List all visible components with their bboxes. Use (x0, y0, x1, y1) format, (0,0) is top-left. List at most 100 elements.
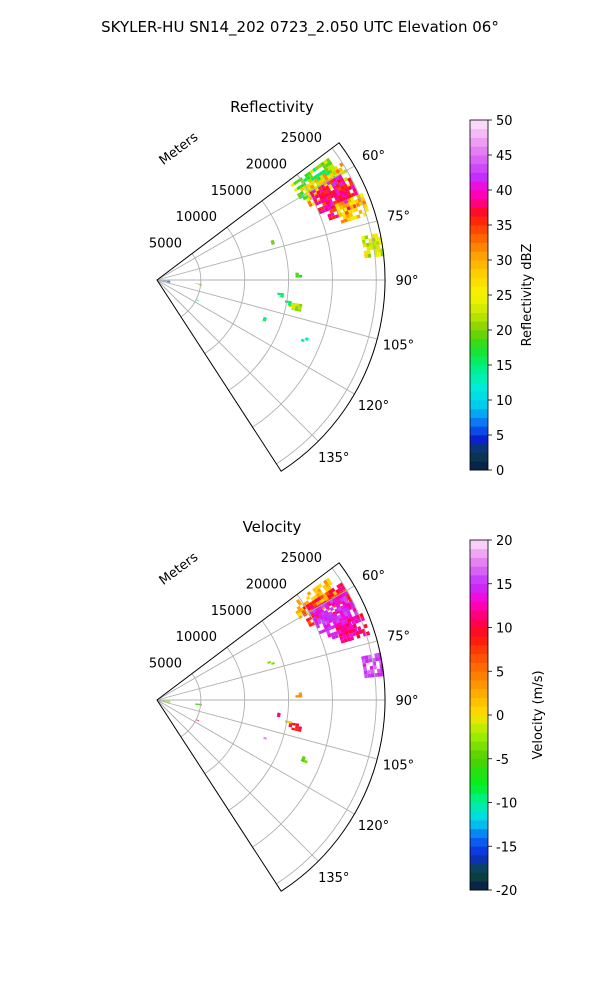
colorbar-tick-label: 50 (496, 114, 513, 129)
echo-cell (304, 337, 309, 341)
echo-cell (166, 281, 171, 283)
echo-cell (327, 580, 333, 586)
echo-cell (344, 598, 349, 604)
echo-cell (305, 197, 311, 202)
echo-cell (338, 609, 344, 615)
colorbar-segment (470, 225, 488, 235)
colorbar-segment (470, 776, 488, 786)
azimuth-tick-label: 75° (387, 629, 410, 644)
echo-cell (375, 237, 379, 242)
echo-cell (280, 295, 284, 298)
echo-cell (328, 611, 333, 616)
echo-cell (336, 598, 342, 604)
azimuth-spoke-105 (156, 279, 378, 340)
echo-cell (376, 244, 381, 250)
echo-cell (361, 659, 366, 664)
colorbar-segment (470, 216, 488, 226)
echo-cell (348, 201, 353, 207)
echo-cell (329, 592, 335, 598)
echo-cell (303, 759, 308, 764)
colorbar-tick-label: 0 (496, 709, 504, 724)
colorbar-segment (470, 645, 488, 655)
echo-cell (364, 674, 368, 679)
echo-cell (355, 630, 360, 636)
echo-cell (304, 600, 310, 605)
echo-cluster-11 (196, 719, 200, 722)
echo-cell (336, 178, 342, 184)
range-ring-10000 (204, 646, 246, 774)
echo-cell (323, 159, 328, 165)
echo-cell (340, 200, 346, 206)
echo-cell (348, 613, 353, 619)
echo-cell (331, 189, 336, 195)
echo-cell (318, 171, 324, 176)
echo-cell (319, 174, 324, 180)
echo-cell (343, 183, 348, 189)
echo-cell (309, 604, 315, 609)
echo-cell (296, 605, 301, 611)
echo-cell (325, 591, 330, 596)
echo-cell (363, 203, 368, 209)
echo-cell (288, 720, 292, 724)
echo-cell (367, 654, 372, 659)
range-ring-15000 (228, 200, 289, 391)
echo-cluster-13 (277, 292, 284, 298)
velocity-colorbar: -20 -15 -10 -5 0 5 10 15 20 (469, 534, 517, 899)
echo-cell (317, 620, 322, 625)
echo-cell (303, 177, 308, 183)
echo-cell (317, 193, 323, 198)
echo-cell (343, 638, 348, 643)
echo-cell (163, 700, 167, 702)
echo-cell (351, 200, 356, 205)
colorbar-segment (470, 198, 488, 208)
echo-cell (304, 173, 309, 178)
sector-outline (156, 142, 386, 472)
echo-cell (298, 303, 303, 307)
range-tick-label: 15000 (211, 604, 252, 619)
echo-cell (346, 610, 351, 615)
colorbar-segment (470, 155, 488, 165)
echo-cell (354, 199, 359, 204)
echo-cell (343, 191, 348, 197)
colorbar-tick-label: 10 (496, 622, 513, 637)
echo-cell (376, 248, 381, 253)
echo-cluster-9 (288, 722, 302, 732)
echo-cell (335, 168, 341, 174)
echo-cell (297, 308, 302, 312)
echo-cell (307, 200, 312, 205)
echo-cell (337, 606, 342, 612)
echo-cell (308, 173, 314, 179)
echo-cell (295, 610, 300, 615)
echo-cell (320, 206, 325, 211)
azimuth-spoke-135 (156, 699, 319, 862)
echo-cell (330, 167, 336, 173)
echo-cell (299, 187, 305, 192)
echo-cell (322, 614, 327, 619)
echo-cell (334, 214, 339, 219)
echo-cell (375, 240, 380, 246)
echo-cell (320, 191, 326, 196)
echo-cell (314, 585, 320, 591)
range-tick-label: 10000 (176, 210, 217, 225)
echo-cell (160, 700, 164, 701)
echo-cell (334, 623, 339, 628)
echo-cell (326, 195, 332, 201)
echo-cell (297, 601, 303, 606)
range-tick-label: 20000 (246, 157, 287, 172)
echo-cell (305, 175, 311, 181)
echo-cluster-11 (196, 299, 200, 302)
echo-cell (325, 577, 331, 583)
colorbar-segment (470, 610, 488, 620)
echo-cell (342, 624, 347, 629)
colorbar-segment (470, 618, 488, 628)
range-ring-5000 (180, 673, 202, 738)
echo-cell (341, 631, 346, 637)
colorbar-segment (470, 137, 488, 147)
echo-cell (337, 202, 343, 207)
range-ring-20000 (252, 594, 333, 848)
echo-cell (166, 700, 171, 702)
echo-cell (297, 728, 302, 732)
echo-cell (290, 182, 295, 188)
echo-cell (323, 609, 329, 615)
